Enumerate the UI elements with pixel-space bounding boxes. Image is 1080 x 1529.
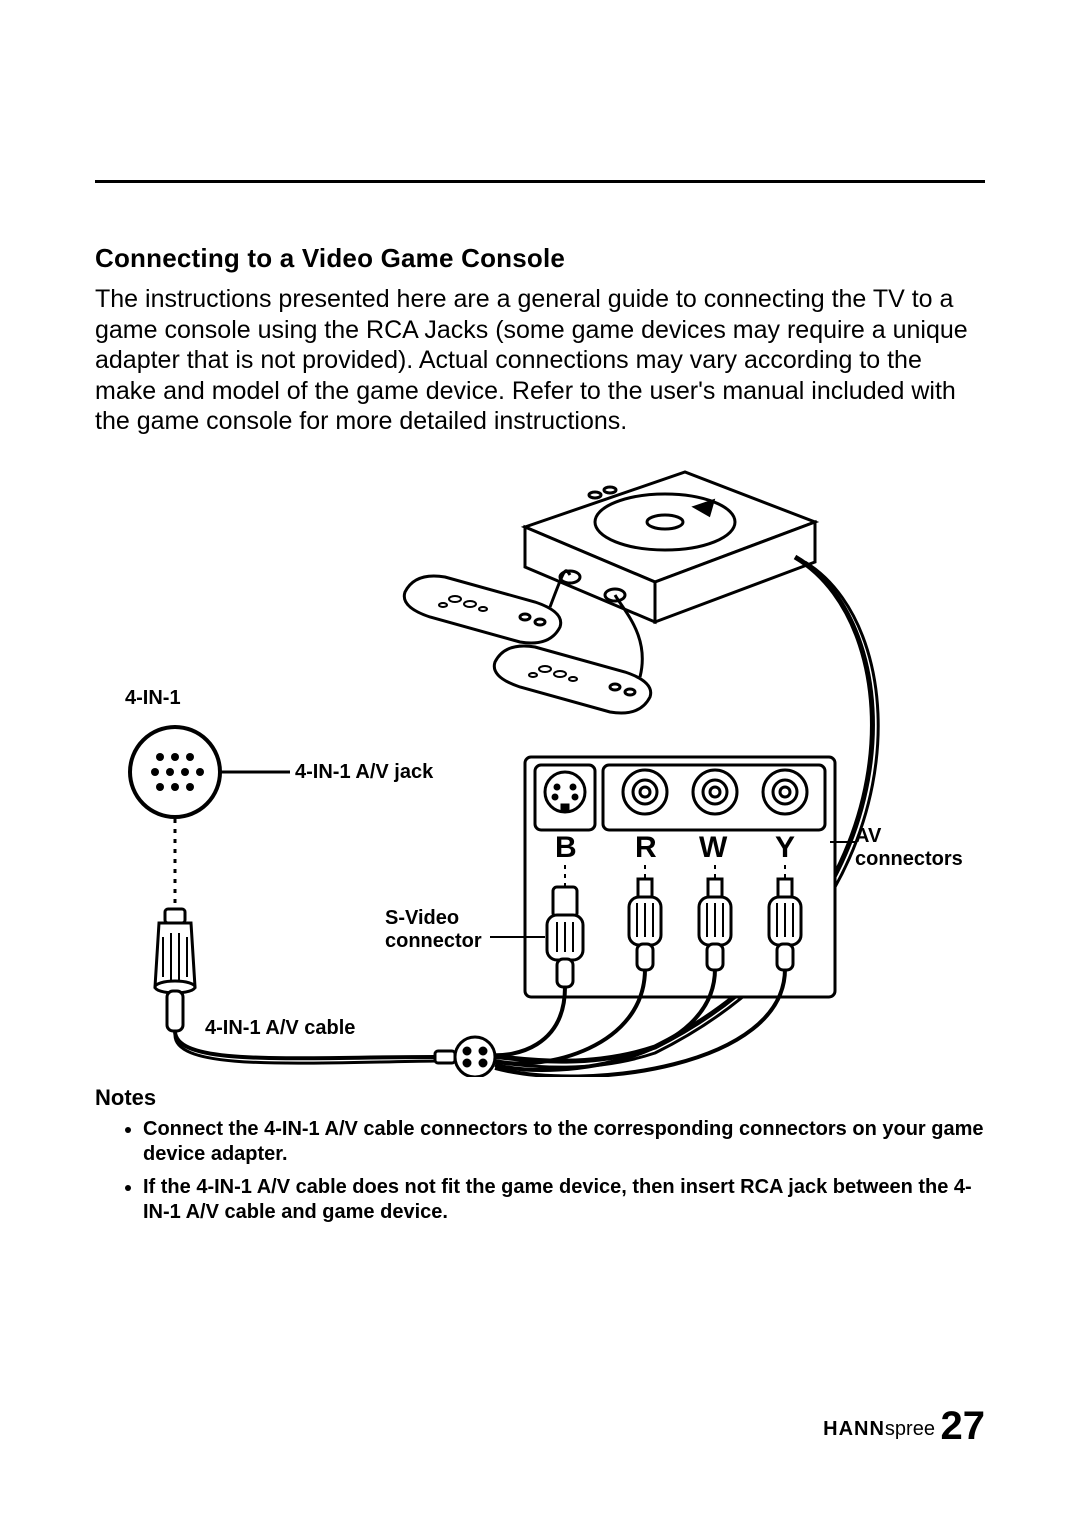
section-title: Connecting to a Video Game Console: [95, 243, 985, 274]
label-svideo: S-Video connector: [385, 907, 482, 953]
label-av-connectors: AV connectors: [855, 825, 963, 871]
page-content: Connecting to a Video Game Console The i…: [95, 180, 985, 1233]
notes-title: Notes: [95, 1085, 985, 1111]
letter-Y: Y: [775, 831, 795, 866]
letter-R: R: [635, 831, 657, 866]
horizontal-rule: [95, 180, 985, 183]
label-av-cable: 4-IN-1 A/V cable: [205, 1017, 355, 1040]
notes-list: Connect the 4-IN-1 A/V cable connectors …: [95, 1117, 985, 1225]
page-number: 27: [941, 1404, 986, 1448]
letter-B: B: [555, 831, 577, 866]
connection-diagram: 4-IN-1 4-IN-1 A/V jack AV connectors S-V…: [95, 447, 985, 1077]
note-item: Connect the 4-IN-1 A/V cable connectors …: [143, 1117, 985, 1167]
letter-W: W: [699, 831, 727, 866]
page-footer: HANNspree 27: [823, 1404, 985, 1449]
brand-light: spree: [885, 1418, 935, 1440]
body-paragraph: The instructions presented here are a ge…: [95, 284, 985, 437]
label-av-jack: 4-IN-1 A/V jack: [295, 761, 433, 784]
label-4in1: 4-IN-1: [125, 687, 181, 710]
note-item: If the 4-IN-1 A/V cable does not fit the…: [143, 1175, 985, 1225]
brand-bold: HANN: [823, 1418, 885, 1440]
diagram-svg: [95, 447, 985, 1077]
